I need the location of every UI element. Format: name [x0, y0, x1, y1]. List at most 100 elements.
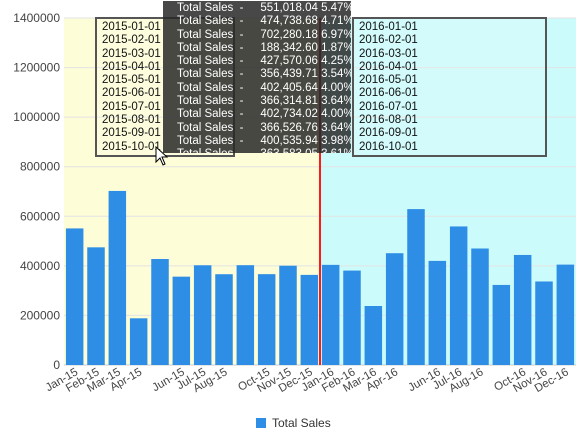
bar-Jul-16[interactable]: [449, 226, 468, 365]
tooltip-percent: 3.98%: [317, 134, 351, 147]
date-list-item[interactable]: 2015-02-01: [102, 34, 161, 47]
legend-label: Total Sales: [272, 416, 331, 430]
tooltip-row: Total Sales - 363,583.05 3.61%: [177, 148, 351, 153]
tooltip-series-label: Total Sales -: [177, 81, 250, 94]
bar-Oct-15[interactable]: [257, 274, 276, 365]
y-tick-label: 1000000: [13, 110, 60, 124]
y-tick-label: 600000: [20, 209, 60, 223]
tooltip-value: 427,570.06: [260, 55, 318, 68]
tooltip-value: 474,738.68: [260, 15, 318, 28]
data-tooltip: Total Sales - 551,018.04 5.47% Total Sale…: [163, 1, 351, 153]
tooltip-percent: 5.47%: [317, 2, 351, 14]
bar-Oct-16[interactable]: [513, 254, 532, 365]
bar-series-total-sales: [65, 190, 575, 365]
tooltip-value: 366,314.81: [260, 95, 318, 108]
bar-Apr-15[interactable]: [129, 318, 148, 365]
tooltip-value: 702,280.18: [260, 28, 318, 41]
band-1: [320, 18, 576, 365]
tooltip-value: 551,018.04: [260, 2, 318, 14]
bar-May-15[interactable]: [151, 259, 169, 365]
bar-Jan-16[interactable]: [321, 264, 340, 365]
tooltip-row: Total Sales - 188,342.60 1.87%: [177, 42, 351, 55]
date-list-item[interactable]: 2015-04-01: [102, 60, 161, 73]
tooltip-value: 356,439.71: [260, 68, 318, 81]
date-list-item[interactable]: 2016-01-01: [359, 21, 418, 33]
bar-Mar-15[interactable]: [108, 190, 127, 365]
date-list-item[interactable]: 2016-10-01: [359, 140, 418, 153]
chart-legend[interactable]: Total Sales: [256, 416, 331, 430]
bar-Jan-15[interactable]: [65, 228, 84, 365]
tooltip-row: Total Sales - 551,018.04 5.47%: [177, 2, 351, 15]
tooltip-percent: 6.97%: [317, 28, 351, 41]
bar-Nov-16[interactable]: [535, 281, 553, 365]
tooltip-series-label: Total Sales -: [177, 2, 250, 14]
date-selection-box-2016[interactable]: 2016-01-01 2016-02-01 2016-03-01 2016-04-01…: [352, 17, 547, 157]
tooltip-series-label: Total Sales -: [177, 41, 250, 54]
bar-Sep-15[interactable]: [236, 265, 255, 365]
bar-Dec-16[interactable]: [556, 264, 575, 365]
bar-Apr-16[interactable]: [385, 253, 404, 365]
tooltip-percent: 3.64%: [317, 121, 351, 134]
tooltip-row: Total Sales - 402,405.64 4.00%: [177, 82, 351, 95]
date-list-item[interactable]: 2016-04-01: [359, 60, 418, 73]
tooltip-percent: 3.64%: [317, 95, 351, 108]
tooltip-value: 400,535.94: [260, 134, 318, 147]
y-tick-label: 200000: [20, 308, 60, 322]
y-tick-label: 1200000: [13, 61, 60, 75]
bar-Jul-15[interactable]: [193, 265, 212, 365]
bar-Jun-16[interactable]: [428, 260, 447, 365]
bar-Jun-15[interactable]: [172, 276, 191, 365]
tooltip-value: 366,526.76: [260, 121, 318, 134]
tooltip-value: 363,583.05: [250, 148, 318, 153]
date-list-item[interactable]: 2016-06-01: [359, 87, 418, 100]
tooltip-percent: 3.54%: [317, 68, 351, 81]
bar-Aug-16[interactable]: [471, 248, 489, 365]
date-list-item[interactable]: 2015-01-01: [102, 21, 161, 33]
tooltip-series-label: Total Sales -: [177, 134, 250, 147]
tooltip-percent: 3.61%: [318, 148, 351, 153]
tooltip-series-label: Total Sales -: [177, 148, 250, 153]
bar-Nov-15[interactable]: [279, 265, 297, 365]
date-list-item[interactable]: 2015-05-01: [102, 74, 161, 87]
tooltip-row: Total Sales - 402,734.02 4.00%: [177, 108, 351, 121]
y-tick-label: 0: [53, 358, 60, 372]
bar-Aug-15[interactable]: [215, 274, 233, 365]
tooltip-row: Total Sales - 366,314.81 3.64%: [177, 95, 351, 108]
y-axis-tick-labels: 0 200000 400000 600000 800000 1000000 1200000 1…: [13, 11, 60, 372]
tooltip-series-label: Total Sales -: [177, 121, 250, 134]
tooltip-series-label: Total Sales -: [177, 95, 250, 108]
date-list-item[interactable]: 2015-09-01: [102, 127, 161, 140]
bar-Dec-15[interactable]: [300, 274, 319, 365]
date-list-item[interactable]: 2016-07-01: [359, 100, 418, 113]
tooltip-percent: 4.25%: [317, 55, 351, 68]
date-list-item[interactable]: 2016-08-01: [359, 114, 418, 127]
date-list-item[interactable]: 2015-07-01: [102, 100, 161, 113]
date-list-item[interactable]: 2016-02-01: [359, 34, 418, 47]
tooltip-value: 402,405.64: [260, 81, 318, 94]
tooltip-percent: 1.87%: [317, 41, 351, 54]
bar-Sep-16[interactable]: [492, 284, 511, 365]
tooltip-series-label: Total Sales -: [177, 15, 250, 28]
bar-Feb-16[interactable]: [343, 270, 361, 365]
bar-May-16[interactable]: [407, 209, 425, 365]
tooltip-percent: 4.71%: [317, 15, 351, 28]
tooltip-percent: 4.00%: [317, 108, 351, 121]
arrow-cursor-icon: [155, 146, 169, 166]
tooltip-percent: 4.00%: [317, 81, 351, 94]
date-list-item[interactable]: 2015-08-01: [102, 114, 161, 127]
date-list-item[interactable]: 2015-10-01: [102, 140, 161, 153]
tooltip-value: 402,734.02: [260, 108, 318, 121]
date-list-item[interactable]: 2016-05-01: [359, 74, 418, 87]
tooltip-row: Total Sales - 400,535.94 3.98%: [177, 135, 351, 148]
bar-Feb-15[interactable]: [87, 247, 105, 365]
y-tick-label: 1400000: [13, 11, 60, 25]
tooltip-series-label: Total Sales -: [177, 108, 250, 121]
legend-swatch: [256, 418, 266, 428]
date-list-item[interactable]: 2015-06-01: [102, 87, 161, 100]
tooltip-row: Total Sales - 356,439.71 3.54%: [177, 68, 351, 81]
date-list-item[interactable]: 2015-03-01: [102, 47, 161, 60]
bar-Mar-16[interactable]: [364, 306, 383, 365]
date-list-item[interactable]: 2016-09-01: [359, 127, 418, 140]
date-list-item[interactable]: 2016-03-01: [359, 47, 418, 60]
